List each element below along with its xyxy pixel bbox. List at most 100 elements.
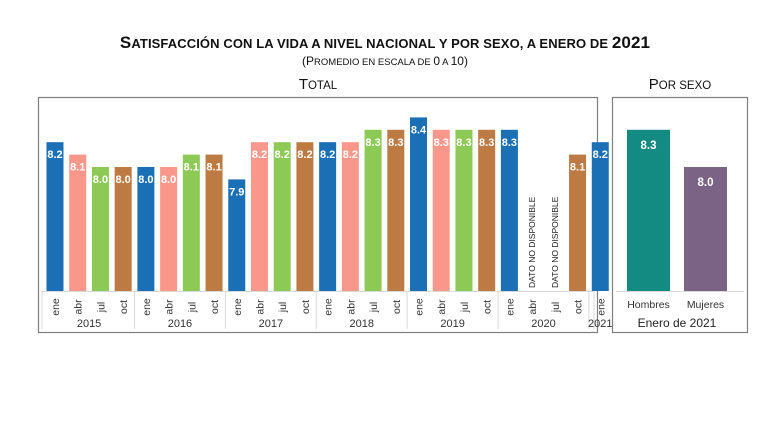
year-label-2015: 2015 [77, 318, 101, 330]
year-label-2016: 2016 [168, 318, 192, 330]
bar-2016-oct [205, 154, 223, 291]
bar-2018-ene [319, 142, 337, 291]
bar-2016-abr [160, 167, 178, 291]
month-label-2019-jul: jul [459, 302, 471, 314]
title-year: 2021 [611, 33, 651, 52]
bar-2020-ene [500, 129, 518, 291]
month-label-2020-ene: ene [504, 298, 516, 316]
data-label-2019-oct: 8.3 [479, 137, 494, 149]
year-label-2019: 2019 [440, 318, 464, 330]
data-label-2017-ene: 7.9 [229, 186, 244, 198]
bar-2016-ene [137, 167, 155, 291]
data-label-2017-jul: 8.2 [275, 149, 290, 161]
month-label-2017-ene: ene [232, 298, 244, 316]
subtitle-ten: 10) [450, 54, 468, 68]
month-label-2019-ene: ene [414, 298, 426, 316]
bar-2015-jul [91, 167, 109, 291]
month-label-2015-abr: abr [73, 299, 85, 315]
data-label-2016-ene: 8.0 [138, 174, 153, 186]
title-initial: S [119, 33, 132, 52]
month-label-2020-abr: abr [527, 299, 539, 315]
data-label-2019-jul: 8.3 [456, 137, 471, 149]
bar-2017-oct [296, 142, 314, 291]
year-label-2020: 2020 [531, 318, 555, 330]
data-label-2016-oct: 8.1 [206, 162, 221, 174]
bar-2019-jul [455, 129, 473, 291]
month-label-2015-jul: jul [95, 302, 107, 314]
bar-2017-jul [273, 142, 291, 291]
bar-2016-jul [182, 154, 200, 291]
title-text: ATISFACCIÓN CON LA VIDA A NIVEL NACIONAL… [131, 36, 612, 51]
bar-2019-oct [478, 129, 496, 291]
data-label-2021-ene: 8.2 [593, 149, 608, 161]
month-label-2016-oct: oct [209, 300, 221, 314]
panel-title-sexo: POR SEXO [620, 76, 740, 93]
data-label-2020-oct: 8.1 [570, 162, 585, 174]
bar-2017-abr [250, 142, 268, 291]
data-label-2015-jul: 8.0 [93, 174, 108, 186]
month-label-2018-jul: jul [368, 302, 380, 314]
panel-title-total-initial: T [298, 76, 308, 93]
year-label-2018: 2018 [349, 318, 373, 330]
category-label-hombres: Hombres [627, 299, 670, 311]
data-label-2015-oct: 8.0 [116, 174, 131, 186]
year-label-2021: 2021 [588, 318, 612, 330]
data-label-2019-abr: 8.3 [434, 137, 449, 149]
month-label-2019-abr: abr [436, 299, 448, 315]
category-label-mujeres: Mujeres [687, 299, 724, 311]
x-axis-title-sexo: Enero de 2021 [638, 316, 717, 330]
month-label-2018-oct: oct [391, 300, 403, 314]
month-label-2016-ene: ene [141, 298, 153, 316]
data-label-2016-jul: 8.1 [184, 162, 199, 174]
month-label-2018-abr: abr [345, 299, 357, 315]
panel-frame-sexo [611, 96, 749, 334]
month-label-2015-oct: oct [118, 300, 130, 314]
panel-title-total-rest: OTAL [307, 80, 338, 92]
month-label-2020-oct: oct [573, 300, 585, 314]
data-label-2017-abr: 8.2 [252, 149, 267, 161]
panel-title-total: TOTAL [268, 76, 368, 93]
subtitle-initial: (P [302, 54, 315, 68]
data-label-2015-abr: 8.1 [70, 162, 85, 174]
subtitle-a: A [440, 57, 451, 68]
month-label-2018-ene: ene [323, 298, 335, 316]
data-label-2018-abr: 8.2 [343, 149, 358, 161]
month-label-2020-jul: jul [550, 302, 562, 314]
month-label-2016-abr: abr [164, 299, 176, 315]
month-label-2021-ene: ene [595, 298, 607, 316]
bar-2015-abr [69, 154, 87, 291]
month-label-2019-oct: oct [482, 300, 494, 314]
data-label-2016-abr: 8.0 [161, 174, 176, 186]
bar-hombres [627, 129, 670, 291]
bar-2020-oct [569, 154, 587, 291]
data-label-2018-ene: 8.2 [320, 149, 335, 161]
bar-2018-oct [387, 129, 405, 291]
data-label-2019-ene: 8.4 [411, 124, 427, 136]
data-label-2017-oct: 8.2 [297, 149, 312, 161]
bar-2015-ene [46, 142, 64, 291]
data-label-2018-oct: 8.3 [388, 137, 403, 149]
data-label-2018-jul: 8.3 [365, 137, 380, 149]
panel-title-sexo-initial: P [648, 76, 659, 93]
bar-mujeres [684, 167, 727, 291]
chart-title: SATISFACCIÓN CON LA VIDA A NIVEL NACIONA… [0, 33, 770, 53]
bar-2018-abr [341, 142, 359, 291]
data-label-2020-ene: 8.3 [502, 137, 517, 149]
subtitle-text: ROMEDIO EN ESCALA DE [314, 57, 434, 68]
missing-label-2020-jul: DATO NO DISPONIBLE [550, 196, 560, 288]
data-label-2015-ene: 8.2 [47, 149, 62, 161]
chart-subtitle: (PROMEDIO EN ESCALA DE 0 A 10) [0, 54, 770, 68]
bar-2018-jul [364, 129, 382, 291]
month-label-2016-jul: jul [186, 302, 198, 314]
bar-2019-abr [432, 129, 450, 291]
data-label-mujeres: 8.0 [698, 177, 714, 189]
bar-2019-ene [410, 117, 428, 292]
missing-label-2020-abr: DATO NO DISPONIBLE [527, 196, 537, 288]
bar-2021-ene [591, 142, 609, 291]
bar-2015-oct [114, 167, 132, 291]
month-label-2017-abr: abr [254, 299, 266, 315]
month-label-2015-ene: ene [50, 298, 62, 316]
month-label-2017-oct: oct [300, 300, 312, 314]
panel-title-sexo-rest: OR SEXO [658, 80, 712, 92]
